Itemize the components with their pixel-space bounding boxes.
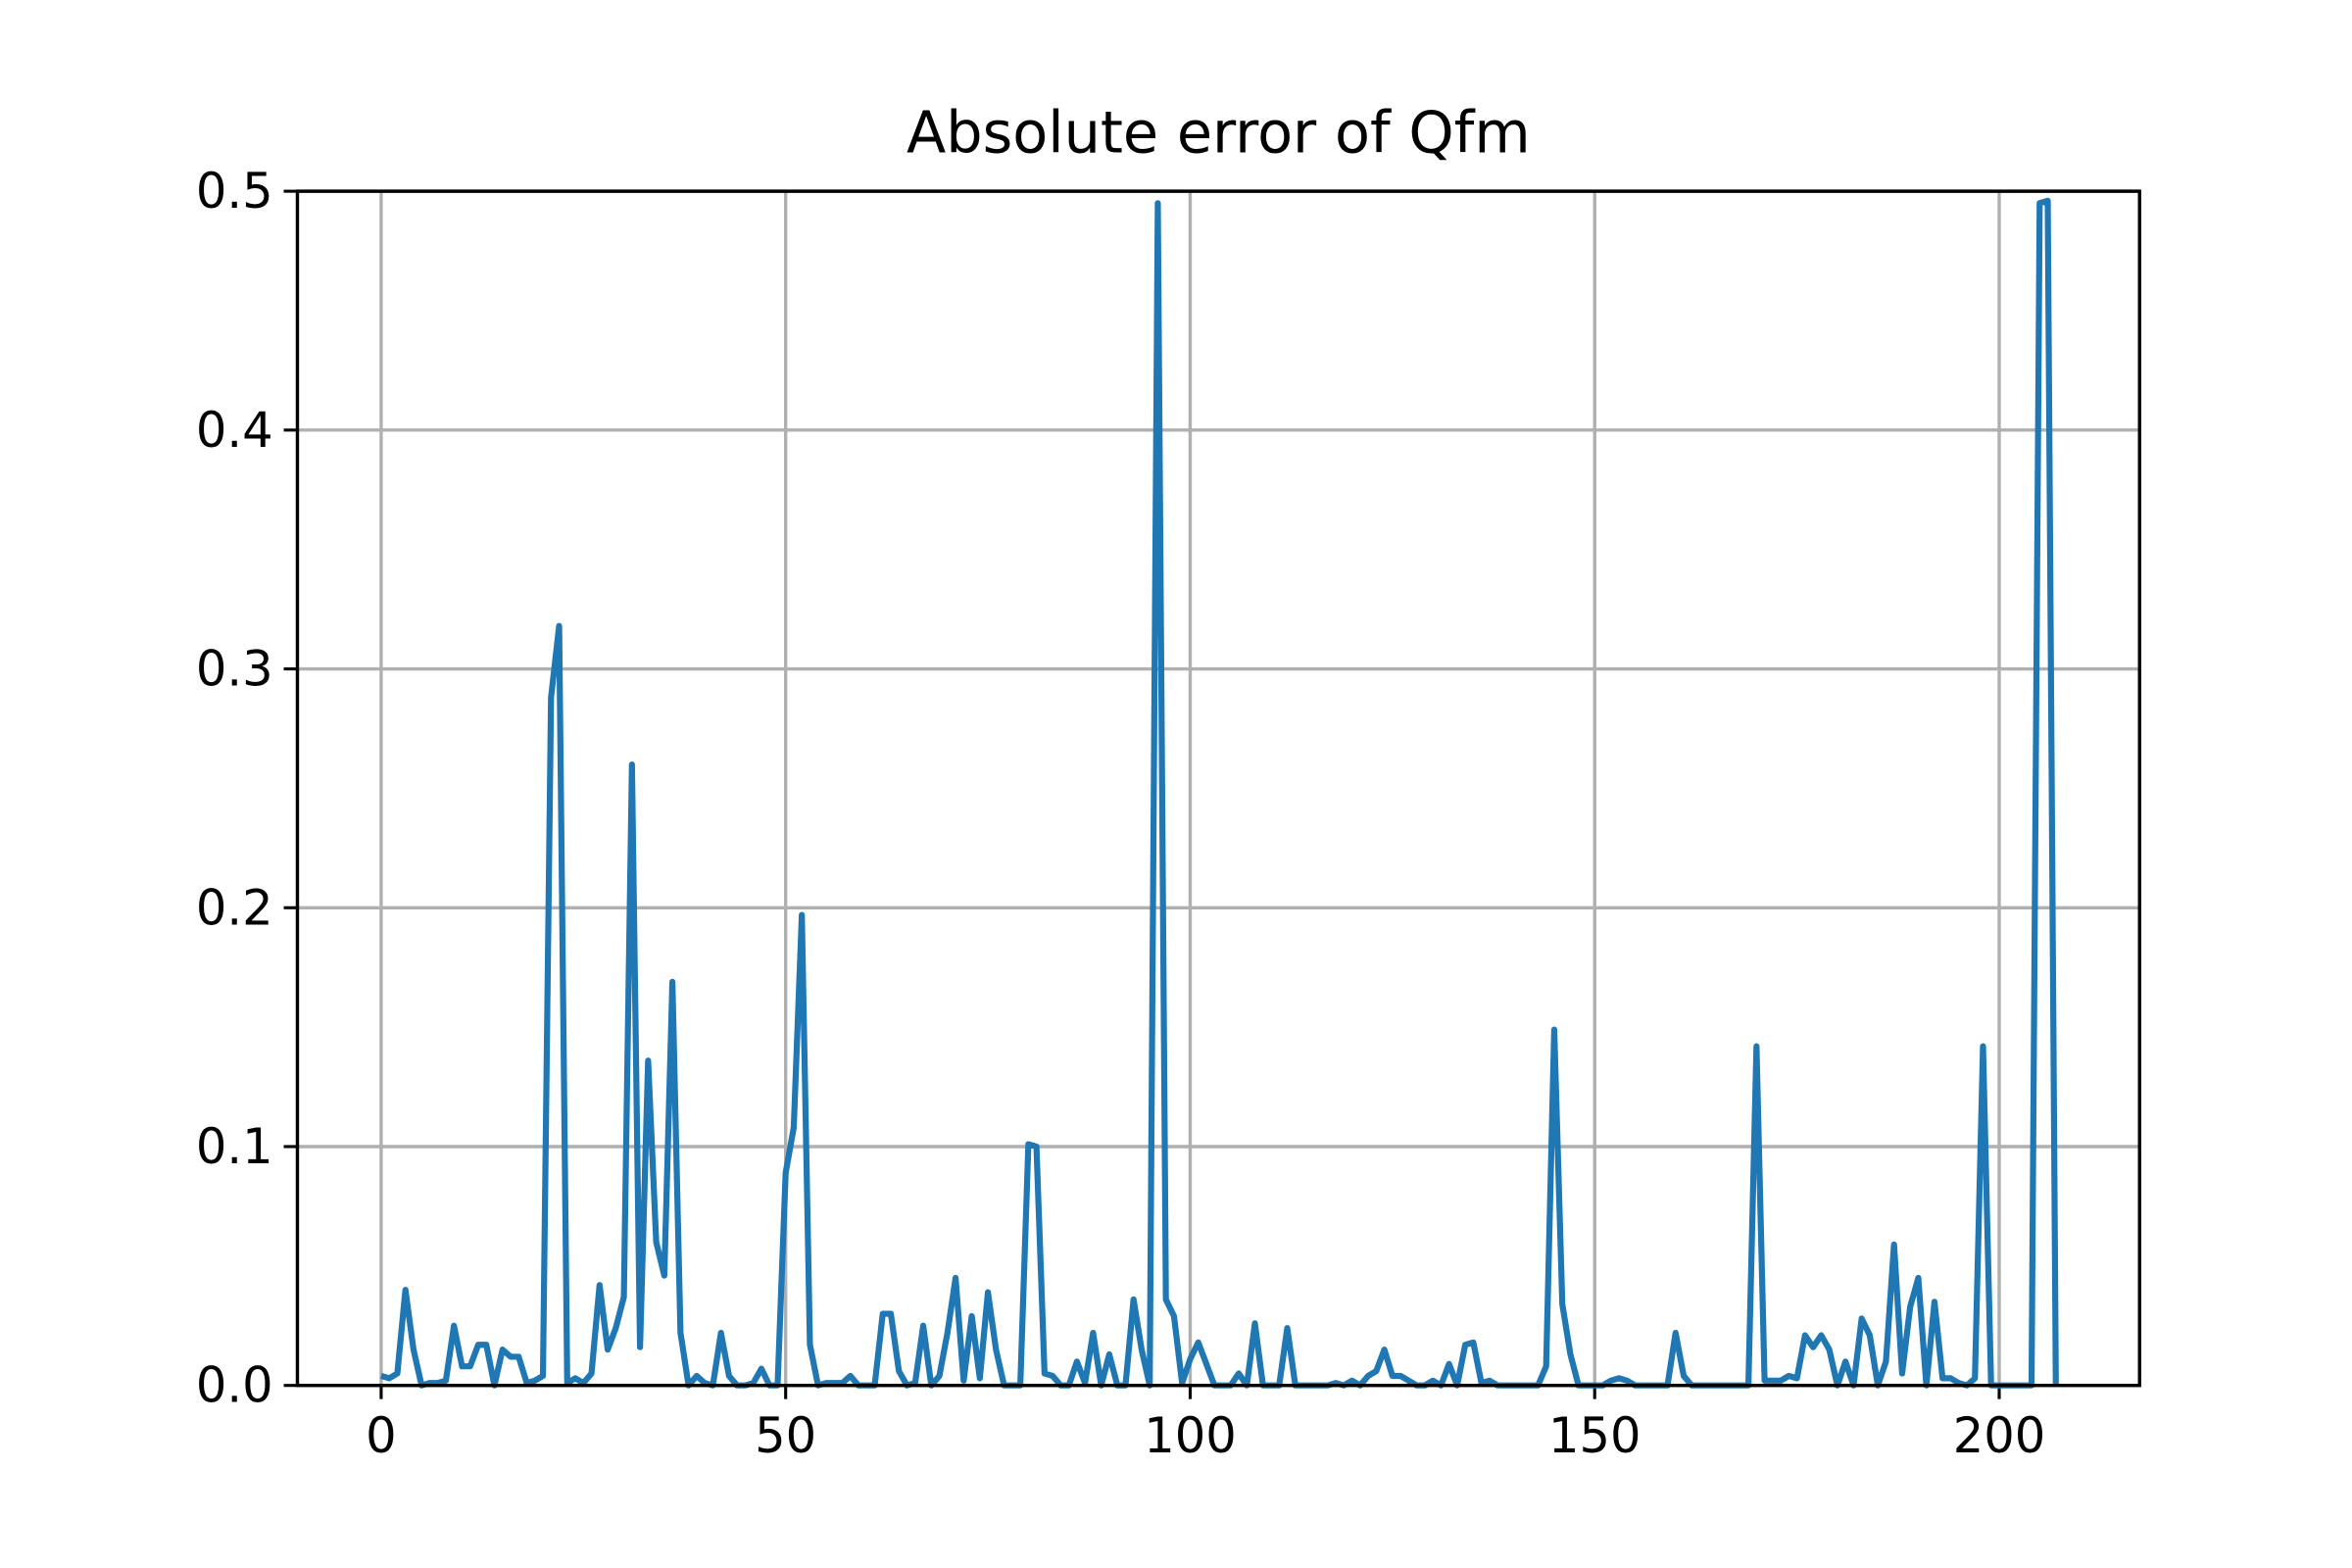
x-tick-label: 100: [1144, 1407, 1237, 1464]
chart-title: Absolute error of Qfm: [906, 98, 1531, 166]
y-tick-label: 0.0: [196, 1357, 273, 1414]
x-tick-label: 50: [755, 1407, 816, 1464]
y-tick-label: 0.3: [196, 641, 273, 698]
x-tick-label: 150: [1548, 1407, 1642, 1464]
y-tick-label: 0.5: [196, 163, 273, 220]
x-tick-label: 0: [366, 1407, 397, 1464]
y-tick-label: 0.4: [196, 402, 273, 459]
y-tick-label: 0.1: [196, 1118, 273, 1175]
y-tick-label: 0.2: [196, 879, 273, 936]
plot-frame: [295, 189, 2141, 1388]
x-tick-label: 200: [1953, 1407, 2046, 1464]
